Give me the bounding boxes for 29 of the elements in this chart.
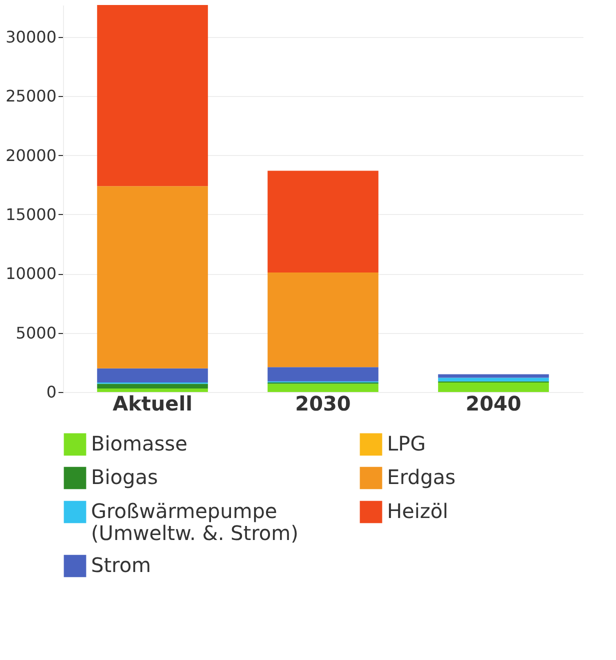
bar (438, 382, 549, 392)
y-tick-label: 25000 (6, 86, 56, 106)
x-tick-label: 2030 (295, 392, 351, 416)
bar (97, 368, 208, 383)
bar (268, 170, 378, 272)
y-tick-label: 0 (46, 382, 56, 402)
bar (268, 367, 378, 382)
bar (438, 374, 549, 378)
legend-label: Biogas (91, 465, 158, 489)
legend-label: Erdgas (387, 465, 456, 489)
y-tick-label: 5000 (16, 323, 56, 342)
legend-label: Biomasse (91, 431, 188, 456)
x-tick-label: Aktuell (112, 392, 192, 416)
bar (268, 384, 378, 392)
x-tick-label: 2040 (466, 392, 522, 416)
bar (268, 272, 378, 368)
bar (97, 5, 208, 186)
y-tick-label: 20000 (6, 146, 56, 165)
legend-label: Strom (91, 553, 152, 577)
y-tick-label: 10000 (6, 264, 56, 284)
bar (438, 378, 549, 382)
legend-label: Großwärmepumpe (Umweltw. &. Strom) (91, 499, 298, 545)
legend-label: LPG (387, 431, 426, 456)
y-tick-label: 30000 (6, 27, 56, 46)
y-tick-label: 15000 (6, 204, 56, 224)
bar (97, 388, 208, 392)
bar (97, 186, 208, 368)
legend-label: Heizöl (387, 499, 448, 523)
bar (97, 384, 208, 388)
